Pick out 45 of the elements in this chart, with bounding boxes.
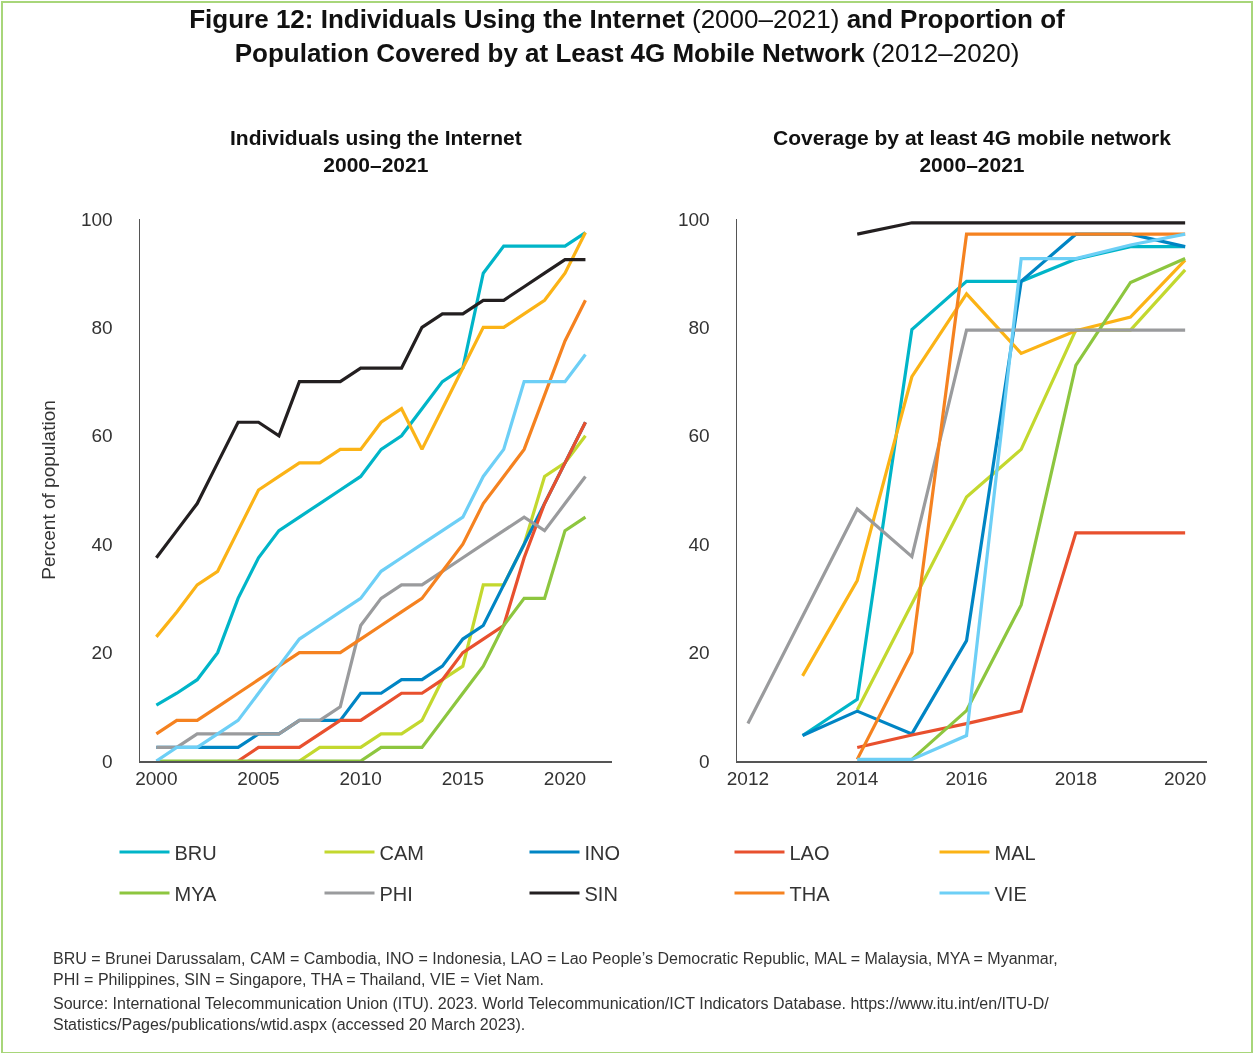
line-series [154,352,588,761]
x-tick-label: 2012 [726,768,770,790]
legend-label: MYA [174,882,218,905]
chart-subtitle: Individuals using the Internet 2000–2021 [230,126,522,177]
legend-label: VIE [994,882,1027,905]
x-tick-label: 2010 [339,768,382,790]
line-series [236,420,588,761]
x-tick-label: 2005 [237,768,280,790]
line-series [855,531,1187,750]
x-tick-label: 2020 [1164,768,1207,790]
y-tick-label: 40 [91,533,113,555]
legend-label: THA [789,882,831,905]
y-axis-title: Percent of population [38,400,60,580]
legend-label: PHI [379,882,413,905]
line-series [746,328,1187,726]
line-series [154,298,588,736]
chart-title: Figure 12: Individuals Using the Internet (2000–2021) and Proportion of Population Covered by at Least 4G Mobile Network (2012–2020) [189,4,1066,68]
legend-label: MAL [994,841,1036,864]
text: BRU = Brunei Darussalam, CAM = Cambodia, INO = Indonesia, LAO = Lao People’s Democratic Republic, MAL = Malaysia, MYA = Myanmar, PHI = Philippines, SIN = Singapore, THA = Thailand, VIE = Viet Nam. [53,950,1058,988]
y-tick-label: 20 [91,642,113,664]
line-series [154,258,588,560]
x-tick-label: 2000 [135,768,178,790]
x-tick-label: 2016 [945,768,988,790]
x-tick-label: 2018 [1054,768,1097,790]
y-tick-label: 80 [91,317,113,339]
legend-label: INO [584,841,621,864]
line-series [154,474,588,750]
y-tick-label: 0 [699,750,710,772]
legend-label: LAO [789,841,830,864]
x-tick-label: 2020 [543,768,587,790]
y-tick-label: 100 [678,208,710,230]
legend-label: SIN [584,882,618,905]
y-tick-label: 60 [688,425,710,447]
x-tick-label: 2015 [441,768,484,790]
source-note: Source: International Telecommunication Union (ITU). 2023. World Telecommunication/ICT Indicators Database. https://www.itu.int/en/ITU-D/ Statistics/Pages/publications/wtid.aspx (accessed 20 March 2023). [53,995,1050,1033]
y-tick-label: 0 [102,750,113,772]
y-tick-label: 60 [91,425,113,447]
y-tick-label: 20 [688,642,710,664]
x-tick-label: 2014 [836,768,879,790]
y-tick-label: 100 [81,208,113,230]
legend-label: BRU [174,841,217,864]
y-tick-label: 80 [688,317,710,339]
chart-title: Coverage by at least 4G mobile network 2000–2021 [773,126,1172,177]
legend-label: CAM [379,841,424,864]
y-tick-label: 40 [688,533,710,555]
